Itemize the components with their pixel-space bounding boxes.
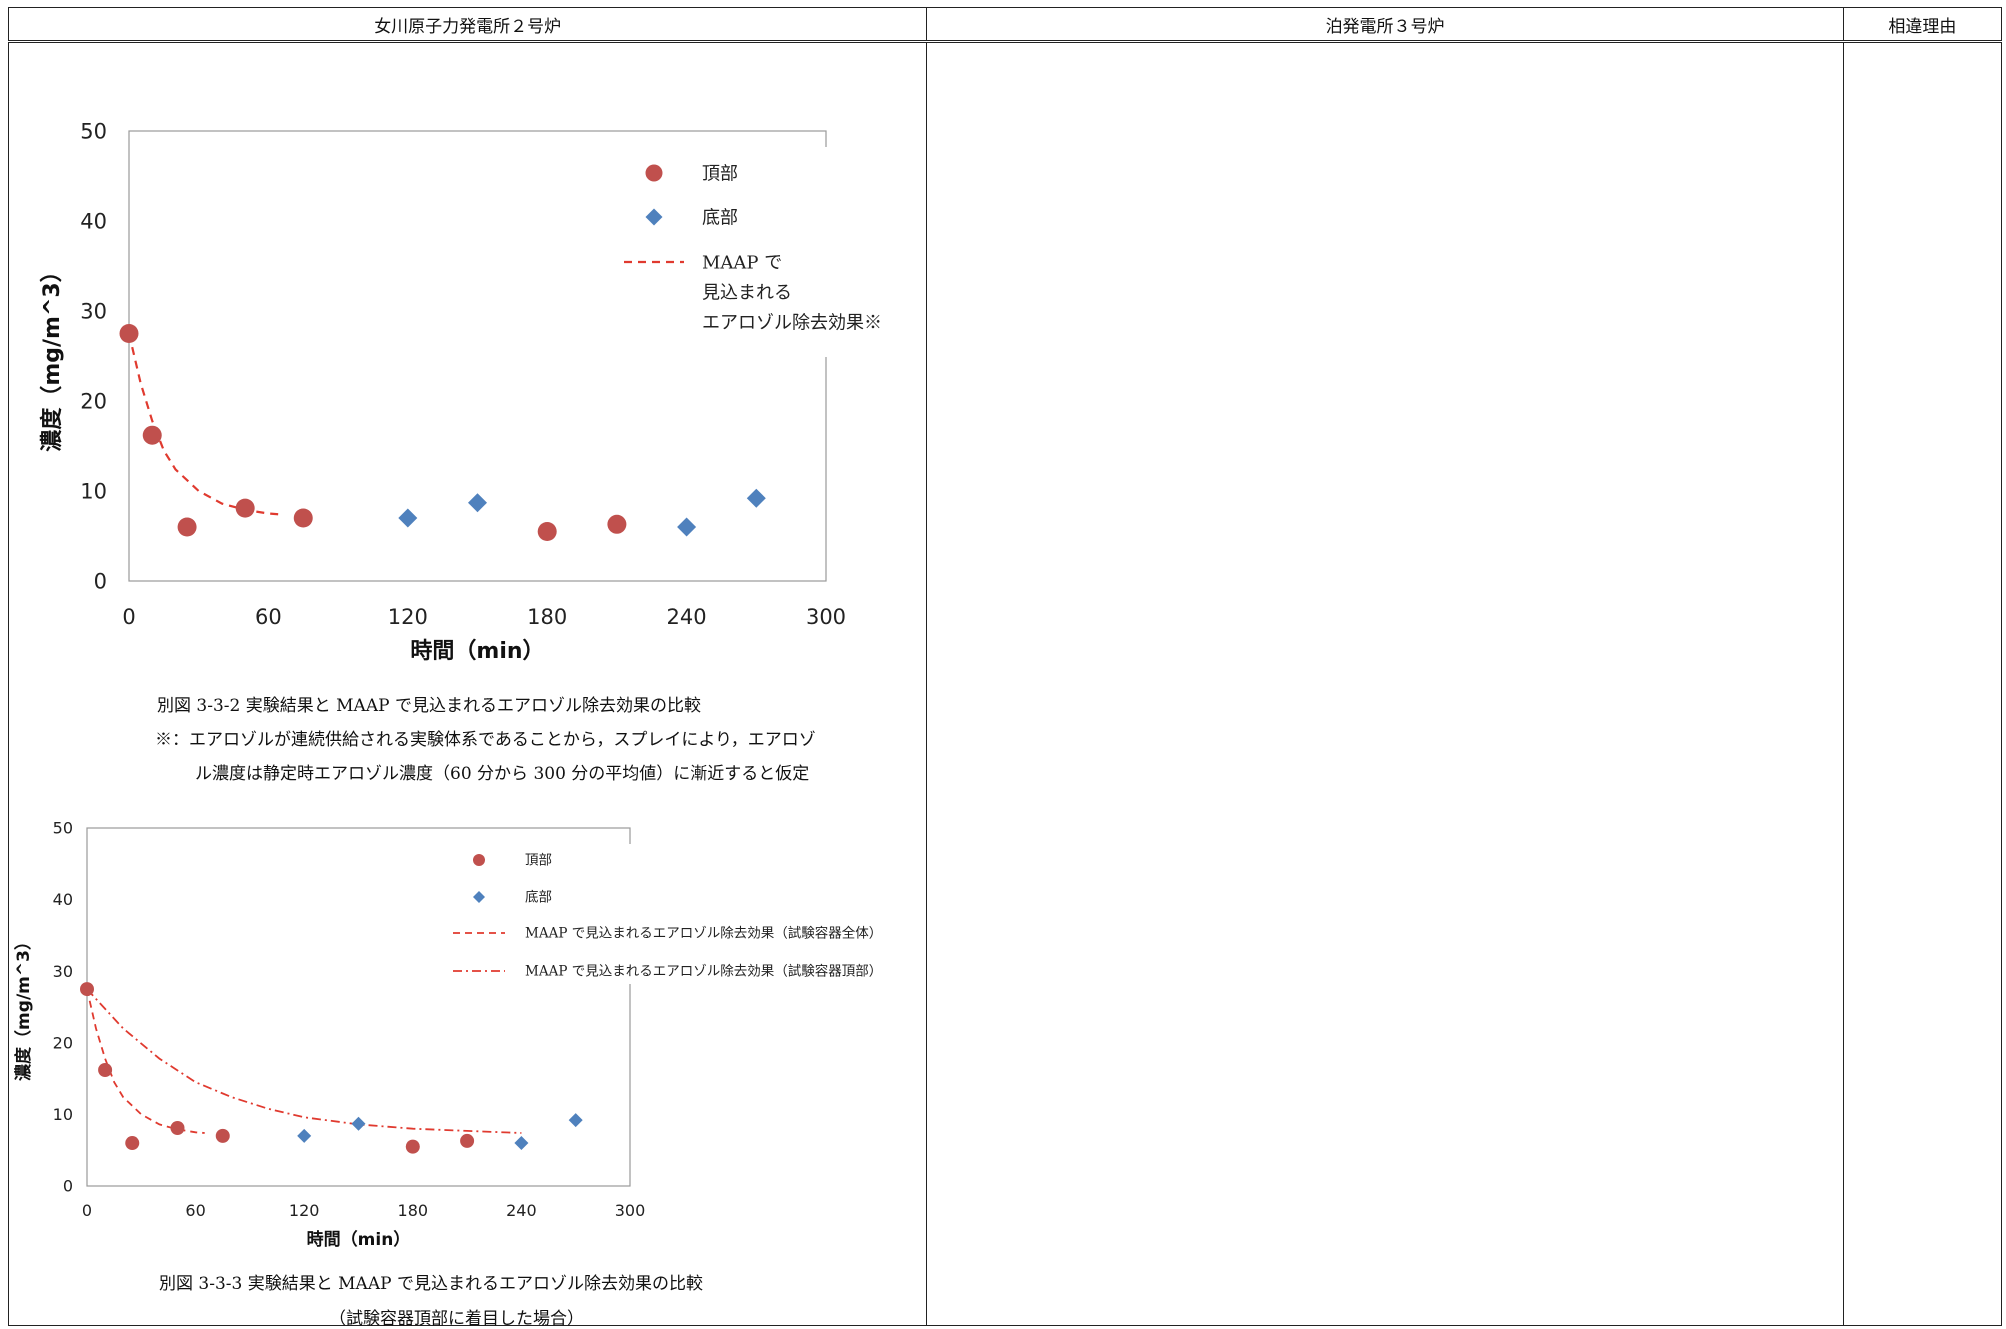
legend-symbol-bottom bbox=[645, 208, 663, 226]
data-point-top bbox=[235, 498, 255, 518]
legend-label-top: 頂部 bbox=[525, 853, 552, 869]
legend-label-bottom: 底部 bbox=[525, 890, 552, 906]
y-tick-label: 10 bbox=[80, 479, 107, 503]
y-tick-label: 20 bbox=[53, 1033, 73, 1052]
y-tick-label: 30 bbox=[80, 299, 107, 323]
x-tick-label: 300 bbox=[615, 1201, 646, 1220]
fig1-note-line2: ル濃度は静定時エアロゾル濃度（60 分から 300 分の平均値）に漸近すると仮定 bbox=[195, 764, 810, 784]
header-tomari: 泊発電所３号炉 bbox=[926, 7, 1844, 43]
data-point-bottom bbox=[351, 1116, 366, 1131]
legend-label-maap-3: エアロゾル除去効果※ bbox=[702, 312, 882, 333]
y-tick-label: 30 bbox=[53, 962, 73, 981]
data-point-top bbox=[80, 982, 94, 997]
y-tick-label: 20 bbox=[80, 389, 107, 413]
table-header-row: 女川原子力発電所２号炉 泊発電所３号炉 相違理由 bbox=[7, 7, 2003, 43]
header-difference-reason: 相違理由 bbox=[1842, 7, 2003, 43]
table-body-row: 0 10 20 30 40 50 0 60 120 180 240 300 時間（min） 濃度（mg/m… bbox=[7, 41, 2003, 1329]
legend-label-top: 頂部 bbox=[702, 163, 738, 184]
data-point-top bbox=[98, 1063, 113, 1078]
data-point-top bbox=[142, 425, 162, 445]
data-point-top bbox=[537, 522, 557, 541]
x-tick-label: 240 bbox=[667, 605, 707, 629]
x-tick-label: 300 bbox=[806, 605, 846, 629]
y-tick-label: 40 bbox=[80, 209, 107, 233]
legend-label-maap-2: 見込まれる bbox=[702, 282, 792, 303]
x-tick-label: 60 bbox=[255, 605, 282, 629]
data-point-bottom bbox=[297, 1128, 312, 1143]
data-point-bottom bbox=[677, 517, 697, 537]
difference-reason-cell bbox=[1842, 41, 2003, 1326]
x-axis-label: 時間（min） bbox=[410, 639, 544, 664]
y-tick-label: 0 bbox=[94, 569, 107, 593]
legend-symbol-top bbox=[645, 164, 663, 182]
header-onagawa: 女川原子力発電所２号炉 bbox=[7, 7, 928, 43]
data-point-top bbox=[293, 508, 313, 528]
legend-label-bottom: 底部 bbox=[702, 207, 738, 228]
fig1-caption: 別図 3-3-2 実験結果と MAAP で見込まれるエアロゾル除去効果の比較 bbox=[157, 696, 701, 716]
tomari-cell bbox=[926, 41, 1844, 1326]
data-point-top bbox=[405, 1139, 420, 1154]
y-tick-label: 10 bbox=[53, 1105, 73, 1124]
fig2-caption-line1: 別図 3-3-3 実験結果と MAAP で見込まれるエアロゾル除去効果の比較 bbox=[159, 1274, 703, 1294]
y-tick-label: 0 bbox=[63, 1177, 73, 1196]
comparison-table: 女川原子力発電所２号炉 泊発電所３号炉 相違理由 0 10 20 30 40 50 0 60 1… bbox=[7, 7, 2003, 1329]
maap-line-top bbox=[86, 988, 522, 1134]
data-point-top bbox=[119, 324, 139, 343]
x-tick-label: 120 bbox=[289, 1201, 320, 1220]
fig1-note-line1: ※：エアロゾルが連続供給される実験体系であることから，スプレイにより，エアロゾ bbox=[155, 730, 816, 750]
data-point-bottom bbox=[746, 488, 766, 508]
data-point-bottom bbox=[514, 1136, 529, 1151]
legend-label-maap-top: MAAP で見込まれるエアロゾル除去効果（試験容器頂部） bbox=[525, 963, 882, 980]
chart-aerosol-removal-2: 0 10 20 30 40 50 0 60 120 180 240 300 時間（min） 濃度（mg/m… bbox=[13, 819, 921, 1250]
legend-symbol-bottom bbox=[473, 891, 485, 903]
x-tick-label: 180 bbox=[527, 605, 567, 629]
legend-label-maap-all: MAAP で見込まれるエアロゾル除去効果（試験容器全体） bbox=[525, 925, 882, 942]
data-point-top bbox=[607, 514, 627, 534]
y-tick-label: 50 bbox=[80, 119, 107, 143]
x-tick-label: 0 bbox=[122, 605, 135, 629]
data-point-bottom bbox=[568, 1113, 583, 1128]
data-point-top bbox=[177, 517, 197, 537]
y-axis-label: 濃度（mg/m^3） bbox=[39, 260, 65, 451]
y-axis-label: 濃度（mg/m^3） bbox=[13, 933, 34, 1081]
chart-aerosol-removal-1: 0 10 20 30 40 50 0 60 120 180 240 300 時間（min） 濃度（mg/m… bbox=[39, 119, 904, 664]
x-tick-label: 0 bbox=[82, 1201, 92, 1220]
legend-background bbox=[441, 844, 921, 984]
maap-line-overall bbox=[127, 333, 281, 516]
data-point-top bbox=[125, 1136, 140, 1151]
legend-symbol-top bbox=[473, 854, 485, 866]
x-axis-label: 時間（min） bbox=[307, 1229, 411, 1250]
onagawa-cell: 0 10 20 30 40 50 0 60 120 180 240 300 時間（min） 濃度（mg/m… bbox=[7, 41, 928, 1329]
data-point-bottom bbox=[468, 493, 487, 513]
legend-background bbox=[584, 147, 904, 357]
legend-label-maap-1: MAAP で bbox=[702, 252, 782, 273]
data-point-top bbox=[460, 1133, 475, 1148]
x-tick-label: 60 bbox=[185, 1201, 205, 1220]
y-tick-label: 50 bbox=[53, 819, 73, 838]
data-point-bottom bbox=[398, 508, 418, 528]
fig2-caption-line2: （試験容器頂部に着目した場合） bbox=[329, 1309, 584, 1329]
x-tick-label: 120 bbox=[388, 605, 428, 629]
y-tick-label: 40 bbox=[53, 890, 73, 909]
data-point-top bbox=[215, 1128, 230, 1143]
data-point-top bbox=[170, 1121, 185, 1136]
x-tick-label: 180 bbox=[398, 1201, 429, 1220]
x-tick-label: 240 bbox=[506, 1201, 537, 1220]
